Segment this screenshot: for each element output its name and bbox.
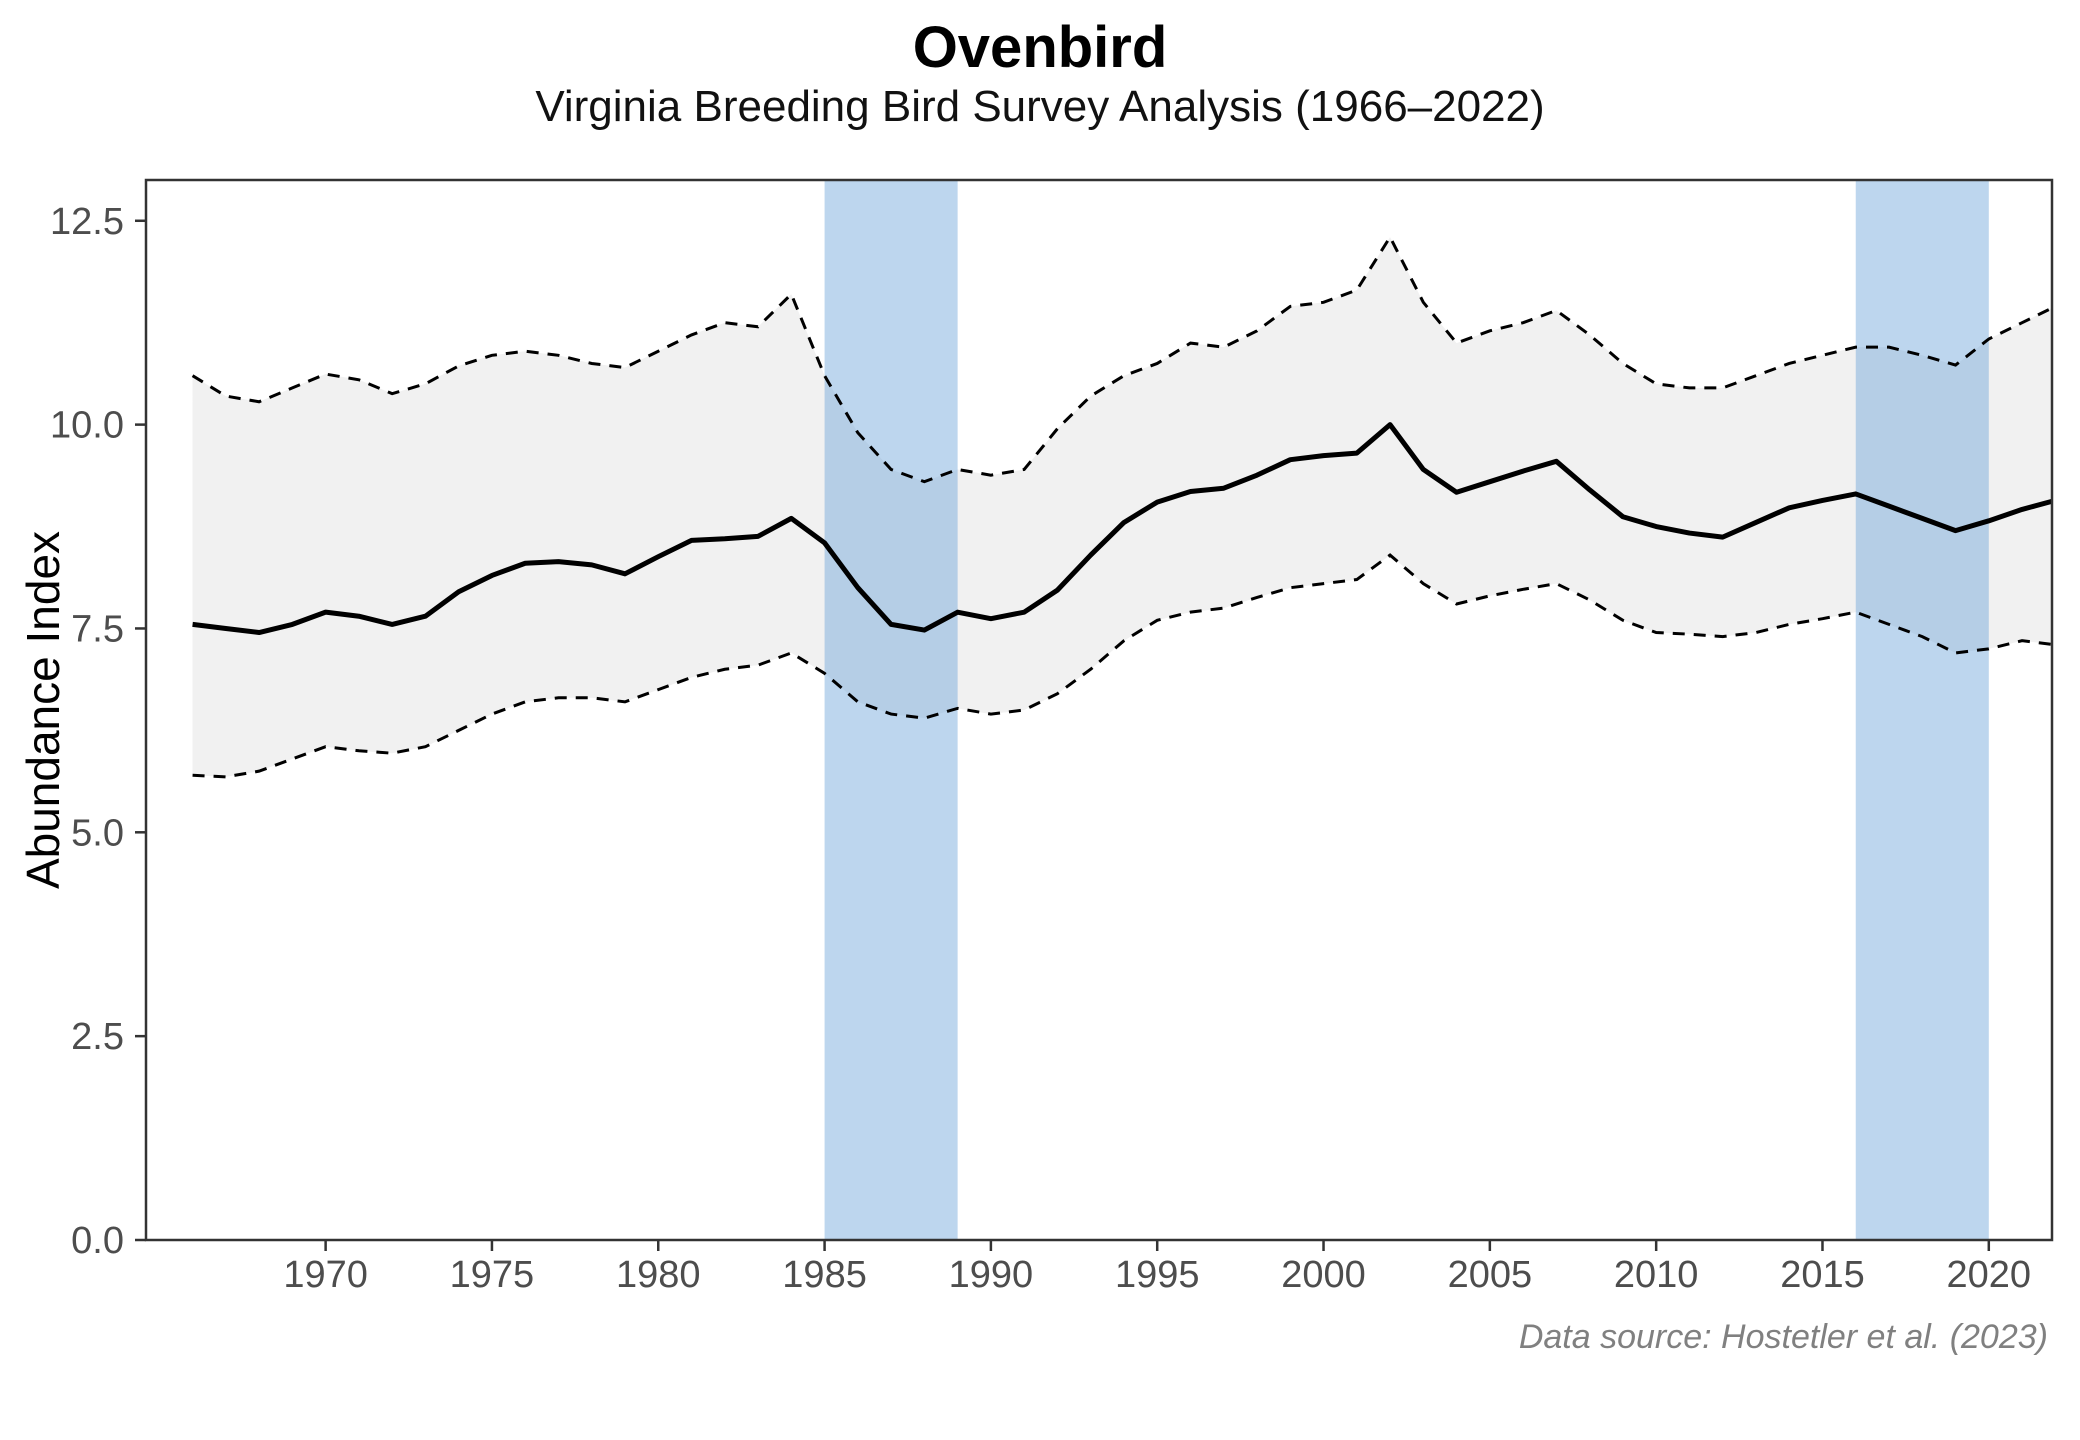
x-axis-tick-label: 2015 xyxy=(1780,1254,1865,1296)
panel-border xyxy=(144,178,2054,1242)
y-axis-tick-label: 10.0 xyxy=(50,405,124,447)
y-axis-tick-label: 2.5 xyxy=(71,1016,124,1058)
x-axis-tick-label: 2005 xyxy=(1448,1254,1533,1296)
chart-subtitle: Virginia Breeding Bird Survey Analysis (… xyxy=(535,82,1545,131)
x-axis-tick-label: 1985 xyxy=(782,1254,867,1296)
highlight-band-1 xyxy=(824,180,958,1240)
confidence-ribbon xyxy=(192,237,2052,777)
y-axis-tick-label: 0.0 xyxy=(71,1220,124,1262)
chart-title: Ovenbird xyxy=(912,15,1168,80)
abundance-line xyxy=(192,422,2052,636)
x-axis-tick-label: 2020 xyxy=(1947,1254,2032,1296)
x-axis-tick-label: 1995 xyxy=(1115,1254,1200,1296)
x-axis-tick-label: 1990 xyxy=(949,1254,1034,1296)
y-axis-tick-label: 5.0 xyxy=(71,812,124,854)
x-axis-tick-label: 2000 xyxy=(1281,1254,1366,1296)
x-axis-tick-label: 1975 xyxy=(450,1254,535,1296)
highlight-band-2 xyxy=(1855,180,1989,1240)
x-axis-tick-label: 1980 xyxy=(616,1254,701,1296)
x-axis-tick-label: 1970 xyxy=(283,1254,368,1296)
y-axis-tick-label: 12.5 xyxy=(50,201,124,243)
lower-ci-line xyxy=(192,553,2052,779)
x-axis-tick-label: 2010 xyxy=(1614,1254,1699,1296)
data-source-caption: Data source: Hostetler et al. (2023) xyxy=(1518,1318,2048,1356)
y-axis-tick-label: 7.5 xyxy=(71,608,124,650)
